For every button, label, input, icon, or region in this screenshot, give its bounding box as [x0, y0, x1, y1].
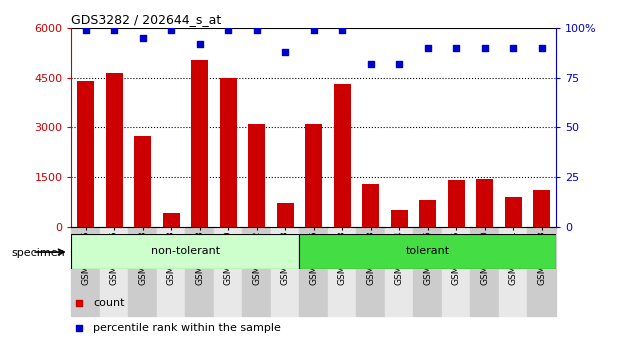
Point: [74, 300, 84, 306]
Bar: [134, 136, 151, 227]
Bar: [305, 124, 322, 227]
Bar: [163, 213, 179, 227]
Point: [280, 49, 290, 55]
Text: non-tolerant: non-tolerant: [151, 246, 220, 256]
Bar: [442, 227, 470, 316]
Bar: [100, 227, 129, 316]
Bar: [362, 184, 379, 227]
Point: [508, 45, 518, 51]
Point: [252, 28, 261, 33]
Bar: [157, 227, 186, 316]
Point: [479, 45, 489, 51]
Bar: [414, 227, 442, 316]
Bar: [248, 124, 265, 227]
Bar: [214, 227, 242, 316]
Bar: [419, 200, 436, 227]
Point: [394, 61, 404, 67]
Point: [423, 45, 433, 51]
Point: [366, 61, 376, 67]
Text: count: count: [93, 298, 125, 308]
Bar: [385, 227, 414, 316]
Point: [109, 28, 119, 33]
Bar: [527, 227, 556, 316]
Point: [223, 28, 233, 33]
Bar: [191, 60, 208, 227]
Bar: [328, 227, 356, 316]
Bar: [129, 227, 157, 316]
Text: tolerant: tolerant: [406, 246, 450, 256]
Bar: [391, 210, 407, 227]
Bar: [106, 73, 123, 227]
Bar: [186, 227, 214, 316]
Bar: [533, 190, 550, 227]
Bar: [476, 179, 493, 227]
Point: [81, 28, 91, 33]
Text: specimen: specimen: [11, 248, 65, 258]
Bar: [333, 85, 351, 227]
Text: percentile rank within the sample: percentile rank within the sample: [93, 322, 281, 332]
Bar: [71, 227, 100, 316]
Bar: [499, 227, 527, 316]
Bar: [470, 227, 499, 316]
Point: [309, 28, 319, 33]
Bar: [271, 227, 299, 316]
Bar: [356, 227, 385, 316]
Bar: [448, 180, 465, 227]
Point: [166, 28, 176, 33]
Bar: [71, 234, 299, 269]
Point: [138, 35, 148, 41]
Point: [337, 28, 347, 33]
Bar: [299, 234, 556, 269]
Bar: [504, 197, 522, 227]
Bar: [299, 227, 328, 316]
Point: [74, 325, 84, 330]
Point: [451, 45, 461, 51]
Point: [537, 45, 546, 51]
Text: GDS3282 / 202644_s_at: GDS3282 / 202644_s_at: [71, 13, 222, 26]
Bar: [77, 81, 94, 227]
Bar: [276, 204, 294, 227]
Point: [194, 41, 204, 47]
Bar: [220, 78, 237, 227]
Bar: [242, 227, 271, 316]
